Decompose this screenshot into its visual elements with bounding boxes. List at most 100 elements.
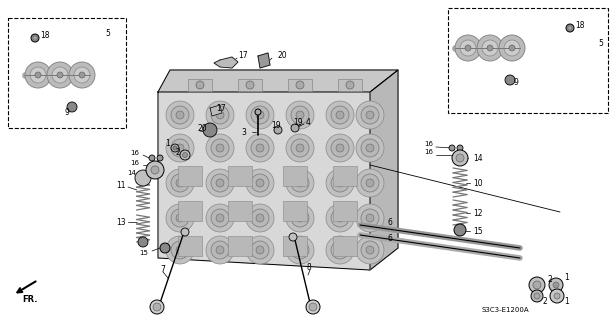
Circle shape	[286, 169, 314, 197]
Circle shape	[176, 144, 184, 152]
Circle shape	[203, 123, 217, 137]
Circle shape	[79, 72, 85, 78]
Circle shape	[30, 67, 46, 83]
Bar	[238, 79, 262, 91]
Circle shape	[505, 75, 515, 85]
Polygon shape	[214, 57, 238, 68]
Circle shape	[366, 179, 374, 187]
Circle shape	[171, 209, 189, 227]
Text: 17: 17	[238, 51, 248, 60]
Circle shape	[206, 101, 234, 129]
Circle shape	[33, 36, 37, 40]
Polygon shape	[158, 70, 398, 92]
Circle shape	[166, 204, 194, 232]
Circle shape	[566, 24, 574, 32]
Circle shape	[173, 146, 177, 150]
Circle shape	[456, 154, 464, 162]
Circle shape	[499, 35, 525, 61]
Text: FR.: FR.	[22, 295, 37, 305]
Circle shape	[455, 35, 481, 61]
Circle shape	[166, 169, 194, 197]
Circle shape	[166, 101, 194, 129]
Text: 8: 8	[307, 263, 312, 273]
Text: 17: 17	[216, 103, 226, 113]
Circle shape	[296, 144, 304, 152]
Circle shape	[286, 101, 314, 129]
Bar	[333, 236, 357, 256]
Circle shape	[336, 111, 344, 119]
Circle shape	[533, 281, 541, 289]
Circle shape	[286, 204, 314, 232]
Text: 16: 16	[424, 141, 433, 147]
Circle shape	[291, 106, 309, 124]
Circle shape	[52, 67, 68, 83]
Bar	[448, 8, 608, 113]
Circle shape	[274, 126, 282, 134]
Circle shape	[291, 124, 299, 132]
Text: 15: 15	[139, 250, 148, 256]
Circle shape	[206, 204, 234, 232]
Circle shape	[366, 246, 374, 254]
Bar	[288, 79, 312, 91]
Text: 19: 19	[271, 121, 281, 130]
Circle shape	[216, 179, 224, 187]
Text: 6: 6	[388, 234, 393, 243]
Text: 6: 6	[388, 218, 393, 227]
Bar	[228, 201, 252, 221]
Text: 12: 12	[473, 209, 482, 218]
Circle shape	[336, 214, 344, 222]
Circle shape	[361, 106, 379, 124]
Circle shape	[181, 228, 189, 236]
Circle shape	[246, 81, 254, 89]
Bar	[228, 236, 252, 256]
Circle shape	[306, 300, 320, 314]
Circle shape	[246, 169, 274, 197]
Circle shape	[256, 246, 264, 254]
Circle shape	[531, 290, 543, 302]
Circle shape	[553, 282, 559, 288]
Circle shape	[452, 150, 468, 166]
Circle shape	[326, 169, 354, 197]
Circle shape	[35, 72, 41, 78]
Circle shape	[336, 179, 344, 187]
Circle shape	[176, 246, 184, 254]
Polygon shape	[158, 92, 370, 270]
Circle shape	[246, 134, 274, 162]
Circle shape	[246, 101, 274, 129]
Circle shape	[176, 111, 184, 119]
Text: 20: 20	[278, 51, 287, 60]
Circle shape	[256, 111, 264, 119]
Circle shape	[135, 170, 151, 186]
Circle shape	[206, 236, 234, 264]
Circle shape	[211, 209, 229, 227]
Circle shape	[150, 300, 164, 314]
Circle shape	[176, 179, 184, 187]
Circle shape	[31, 34, 39, 42]
Circle shape	[246, 236, 274, 264]
Text: 5: 5	[598, 38, 603, 47]
Circle shape	[251, 209, 269, 227]
Text: 18: 18	[575, 20, 585, 29]
Bar	[338, 79, 362, 91]
Circle shape	[336, 144, 344, 152]
Circle shape	[460, 40, 476, 56]
Circle shape	[216, 214, 224, 222]
Text: 2: 2	[543, 298, 548, 307]
Circle shape	[149, 155, 155, 161]
Circle shape	[251, 106, 269, 124]
Text: 7: 7	[160, 266, 165, 275]
Circle shape	[356, 101, 384, 129]
Text: 15: 15	[473, 227, 482, 236]
Text: 16: 16	[130, 160, 139, 166]
Circle shape	[296, 81, 304, 89]
Circle shape	[157, 155, 163, 161]
Circle shape	[331, 209, 349, 227]
Circle shape	[366, 111, 374, 119]
Circle shape	[251, 174, 269, 192]
Circle shape	[291, 139, 309, 157]
Text: 16: 16	[130, 150, 139, 156]
Circle shape	[67, 102, 77, 112]
Circle shape	[146, 161, 164, 179]
Circle shape	[289, 233, 297, 241]
Circle shape	[291, 209, 309, 227]
